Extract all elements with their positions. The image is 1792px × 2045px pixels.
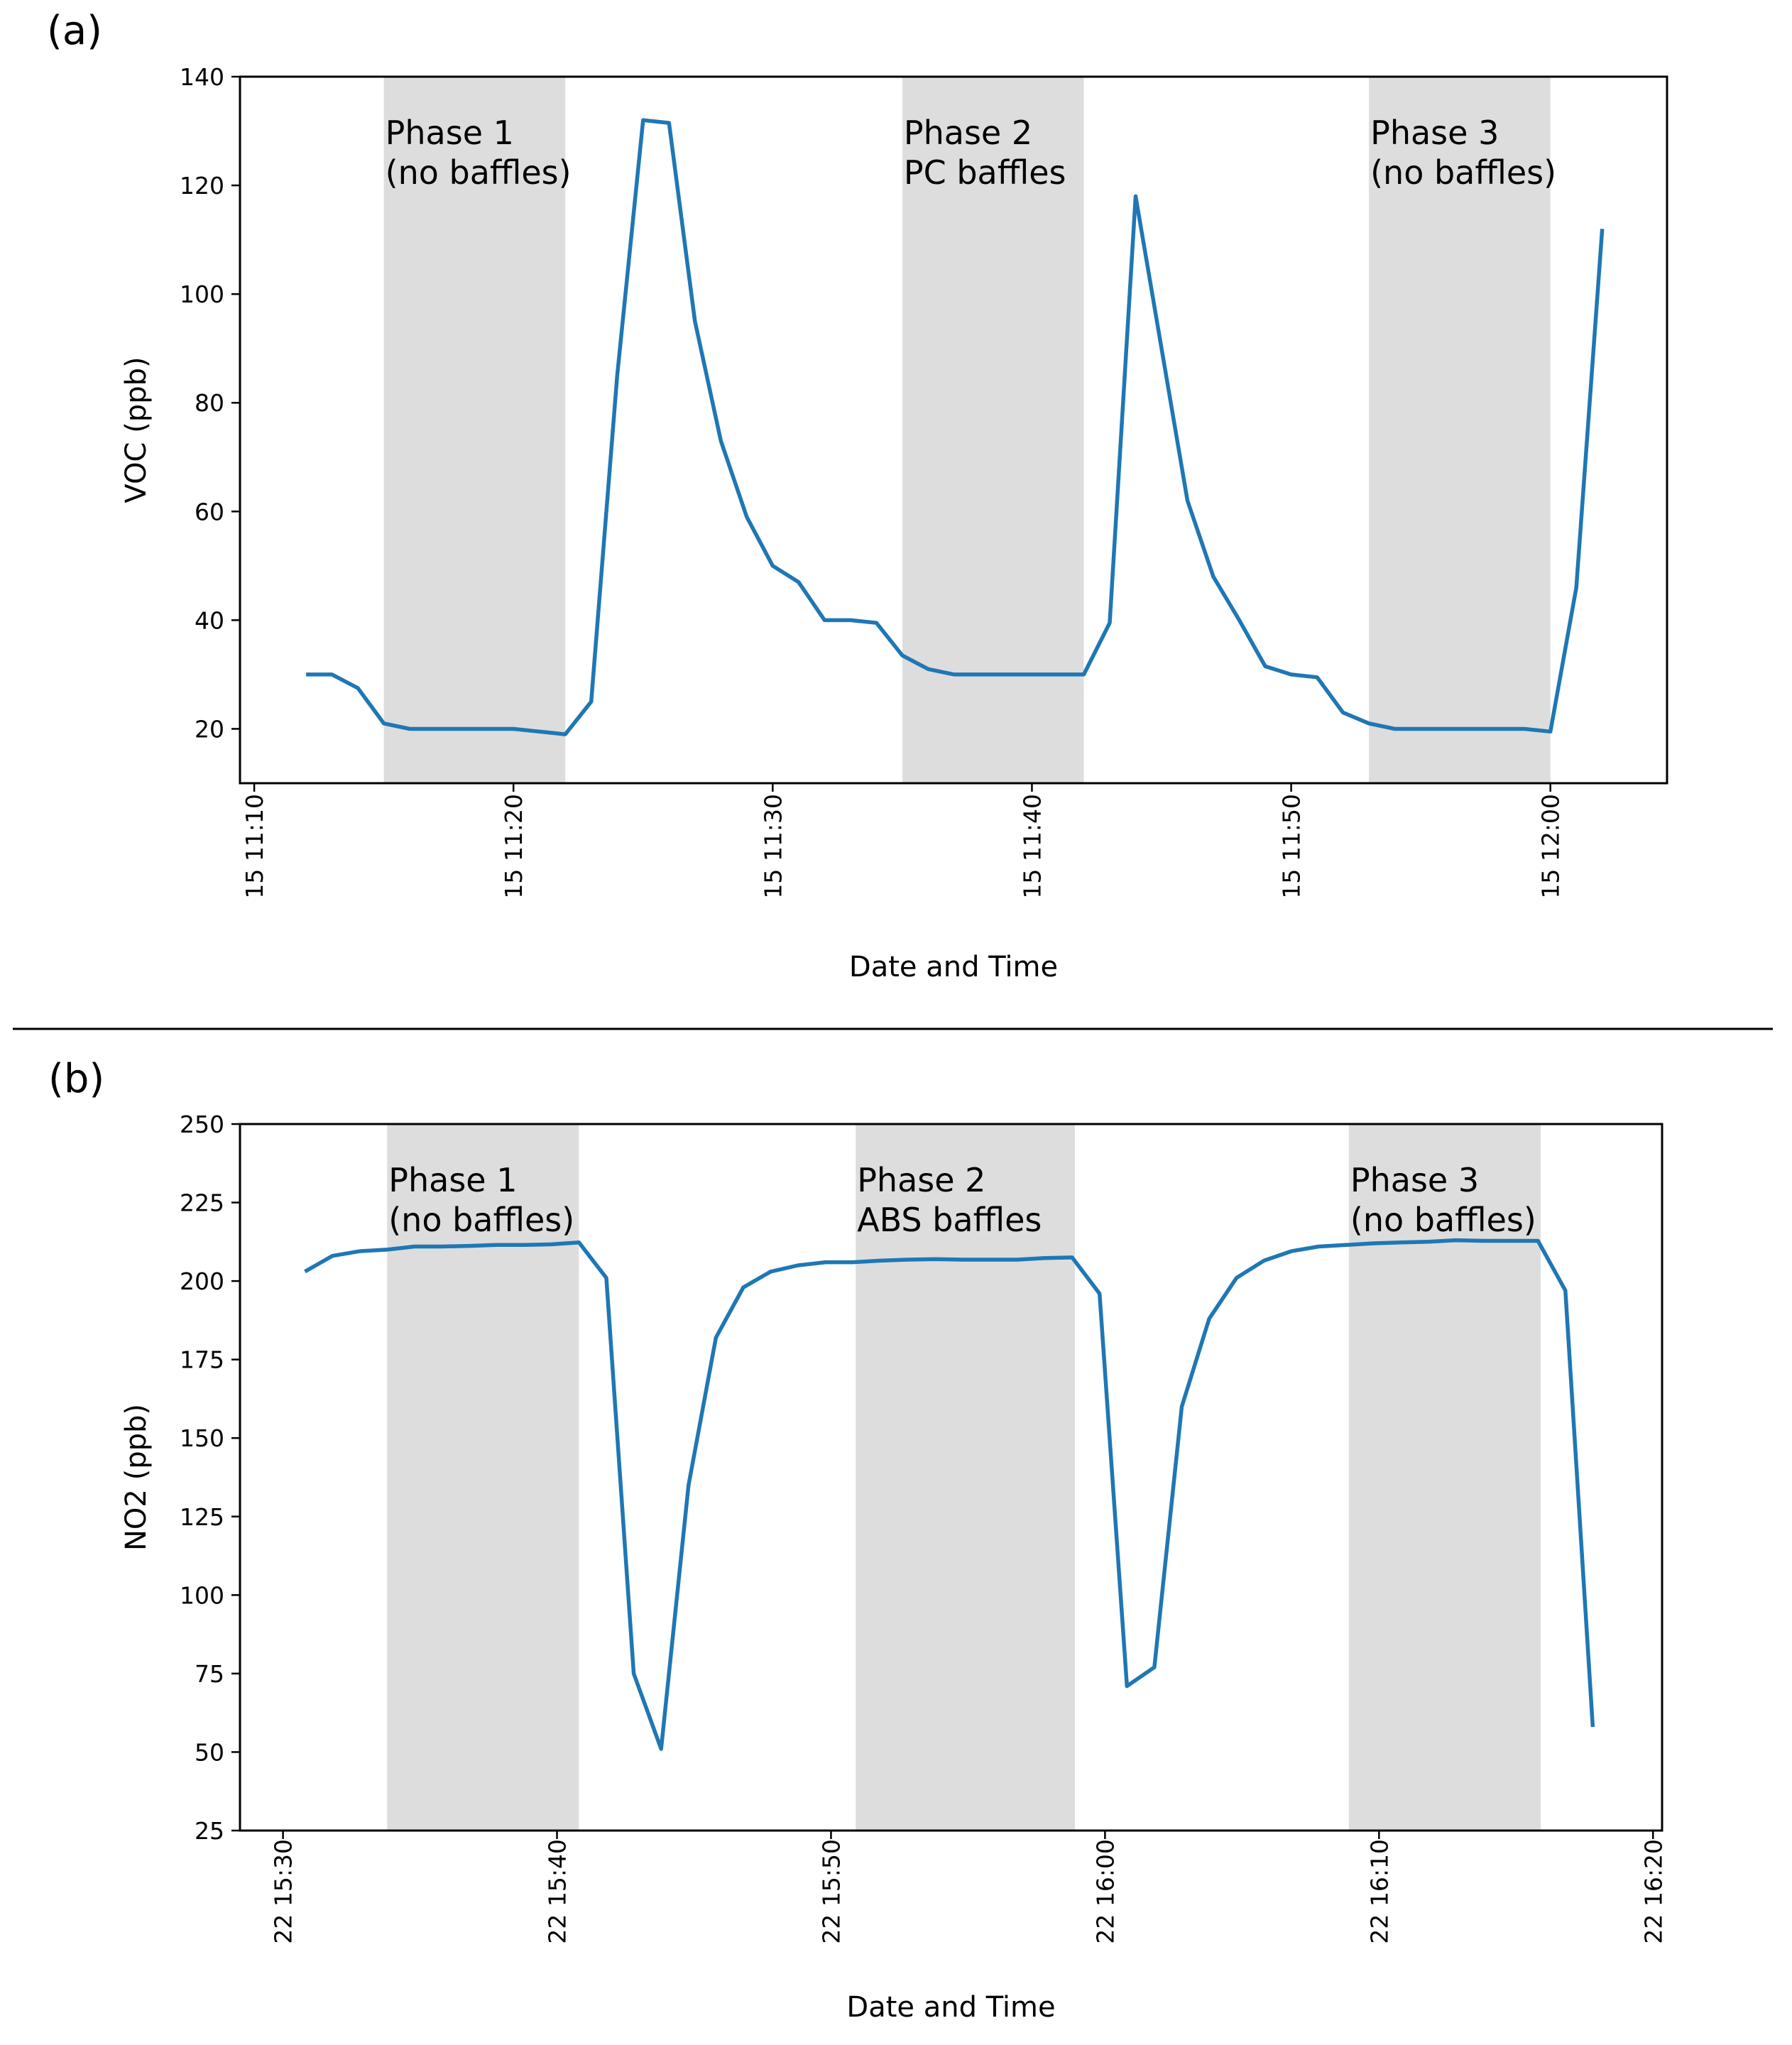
x-tick-label: 22 16:20 bbox=[1639, 1839, 1667, 1944]
x-tick-label: 15 12:00 bbox=[1537, 794, 1565, 899]
phase-label-1: Phase 1 (no baffles) bbox=[388, 1161, 574, 1239]
phase-label-2: Phase 2 ABS baffles bbox=[857, 1161, 1042, 1239]
y-tick-label: 40 bbox=[195, 606, 224, 634]
y-tick-label: 25 bbox=[195, 1817, 224, 1845]
phase-condition: (no baffles) bbox=[1350, 1201, 1536, 1239]
phase-name: Phase 2 bbox=[904, 114, 1032, 152]
x-tick-label: 22 15:50 bbox=[817, 1839, 845, 1944]
x-axis-label: Date and Time bbox=[849, 951, 1058, 983]
y-tick-label: 100 bbox=[180, 1581, 224, 1609]
axes-frame bbox=[239, 75, 1668, 785]
phase-name: Phase 3 bbox=[1350, 1161, 1479, 1199]
phase-label-2: Phase 2 PC baffles bbox=[904, 114, 1066, 192]
series-line-voc bbox=[306, 118, 1605, 736]
x-axis-label: Date and Time bbox=[846, 1991, 1055, 2024]
y-tick-label: 200 bbox=[180, 1267, 224, 1295]
phase-name: Phase 2 bbox=[857, 1161, 985, 1199]
panel-label: (a) bbox=[47, 8, 102, 54]
y-tick-label: 225 bbox=[180, 1189, 224, 1217]
phase-name: Phase 1 bbox=[386, 114, 514, 152]
x-tick-label: 22 15:30 bbox=[270, 1839, 297, 1944]
y-tick-label: 150 bbox=[180, 1424, 224, 1452]
phase-condition: PC baffles bbox=[904, 153, 1066, 192]
panel-label: (b) bbox=[48, 1056, 104, 1102]
y-tick-label: 80 bbox=[195, 389, 224, 417]
y-tick-label: 20 bbox=[195, 715, 224, 743]
phase-name: Phase 1 bbox=[388, 1161, 517, 1199]
phase-label-1: Phase 1 (no baffles) bbox=[386, 114, 572, 192]
y-axis-label: VOC (ppb) bbox=[120, 356, 153, 503]
x-tick-label: 15 11:30 bbox=[759, 794, 787, 899]
y-tick-label: 140 bbox=[180, 63, 224, 91]
x-tick-label: 22 16:00 bbox=[1091, 1839, 1119, 1944]
y-tick-label: 60 bbox=[195, 498, 224, 525]
phase-condition: ABS baffles bbox=[857, 1201, 1042, 1239]
phase-shade-1 bbox=[387, 1124, 579, 1831]
phase-condition: (no baffles) bbox=[388, 1201, 574, 1239]
axes-frame bbox=[239, 1123, 1663, 1832]
y-tick-label: 250 bbox=[180, 1111, 224, 1138]
y-tick-label: 50 bbox=[195, 1738, 224, 1766]
x-tick-label: 15 11:10 bbox=[241, 794, 268, 899]
phase-condition: (no baffles) bbox=[386, 153, 572, 192]
panel-a-voc-chart: Phase 1 (no baffles)Phase 2 PC bafflesPhas… bbox=[47, 8, 1668, 983]
phase-condition: (no baffles) bbox=[1370, 153, 1556, 192]
series-line-no2 bbox=[304, 1238, 1595, 1751]
phase-shade-2 bbox=[856, 1124, 1075, 1831]
x-tick-label: 22 16:10 bbox=[1365, 1839, 1393, 1944]
panel-b-no2-chart: Phase 1 (no baffles)Phase 2 ABS bafflesPha… bbox=[48, 1056, 1667, 2024]
x-tick-label: 15 11:50 bbox=[1278, 794, 1306, 899]
phase-name: Phase 3 bbox=[1370, 114, 1499, 152]
phase-label-3: Phase 3 (no baffles) bbox=[1370, 114, 1556, 192]
y-tick-label: 75 bbox=[195, 1660, 224, 1688]
y-axis-label: NO2 (ppb) bbox=[120, 1404, 153, 1551]
x-tick-label: 22 15:40 bbox=[544, 1839, 572, 1944]
y-tick-label: 120 bbox=[180, 172, 224, 200]
y-tick-label: 175 bbox=[180, 1346, 224, 1374]
y-tick-label: 125 bbox=[180, 1503, 224, 1531]
phase-shade-1 bbox=[383, 77, 566, 783]
phase-shade-2 bbox=[902, 77, 1084, 783]
y-tick-label: 100 bbox=[180, 280, 224, 308]
phase-shade-3 bbox=[1369, 77, 1551, 783]
x-tick-label: 15 11:20 bbox=[500, 794, 528, 899]
phase-label-3: Phase 3 (no baffles) bbox=[1350, 1161, 1536, 1239]
x-tick-label: 15 11:40 bbox=[1018, 794, 1046, 899]
